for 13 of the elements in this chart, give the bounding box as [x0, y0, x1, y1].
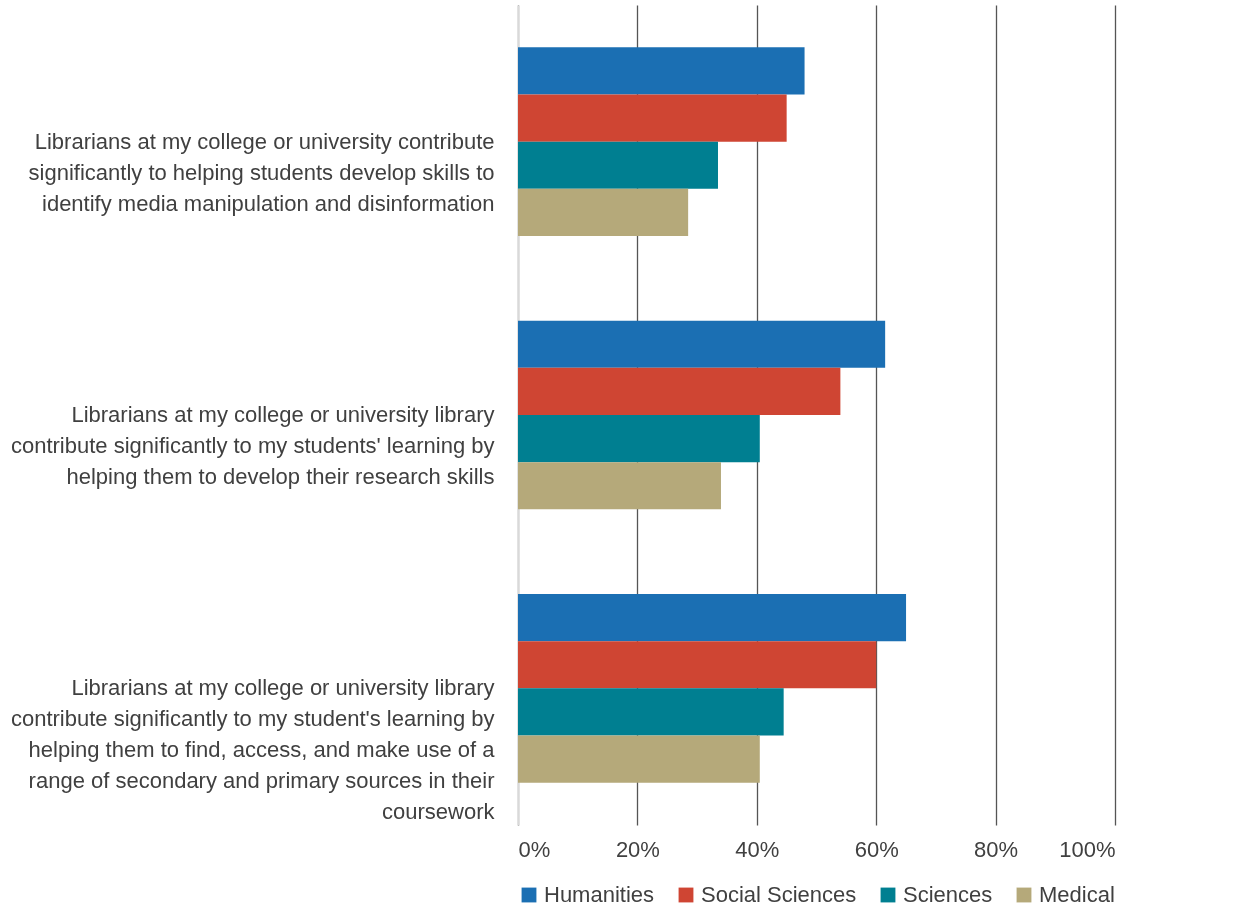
x-tick-label: 80% [974, 836, 1019, 862]
legend-label: Sciences [903, 882, 993, 907]
legend-label: Medical [1039, 882, 1115, 907]
y-tick-label: Librarians at my college or university library contribute significantly to my student's learning by helping them to find, access, and make use of a range of secondary and primary sources in their coursework [10, 675, 496, 825]
y-tick-label: Librarians at my college or university library contribute significantly to my students' learning by helping them to develop their research skills [10, 402, 495, 489]
x-tick-label: 40% [735, 836, 780, 862]
x-tick-label: 60% [854, 836, 899, 862]
x-tick-label: 100% [1059, 836, 1116, 862]
x-tick-label: 0% [518, 836, 551, 862]
y-tick-label: Librarians at my college or university contribute significantly to helping students develop skills to identify media manipulation and disinformation [28, 128, 495, 216]
x-tick-label: 20% [615, 836, 660, 862]
legend-label: Humanities [544, 882, 655, 907]
legend-label: Social Sciences [701, 882, 857, 907]
